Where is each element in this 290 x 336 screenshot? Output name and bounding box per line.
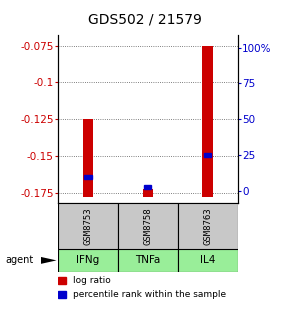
Text: GSM8763: GSM8763 bbox=[203, 207, 212, 245]
Bar bbox=[142, 188, 153, 197]
Text: IL4: IL4 bbox=[200, 255, 215, 265]
Bar bbox=[118, 249, 178, 272]
Bar bbox=[58, 203, 118, 249]
Bar bbox=[83, 119, 93, 197]
Bar bbox=[178, 203, 238, 249]
Bar bbox=[178, 249, 238, 272]
Text: GSM8758: GSM8758 bbox=[143, 207, 153, 245]
Bar bbox=[118, 203, 178, 249]
Polygon shape bbox=[41, 257, 57, 264]
Text: percentile rank within the sample: percentile rank within the sample bbox=[73, 290, 226, 299]
Bar bbox=[58, 249, 118, 272]
Text: log ratio: log ratio bbox=[73, 276, 111, 285]
Text: GSM8753: GSM8753 bbox=[84, 207, 93, 245]
Bar bbox=[204, 153, 211, 157]
Text: TNFa: TNFa bbox=[135, 255, 161, 265]
Bar bbox=[58, 277, 66, 284]
Bar bbox=[58, 291, 66, 298]
Bar bbox=[84, 174, 92, 179]
Text: GDS502 / 21579: GDS502 / 21579 bbox=[88, 13, 202, 27]
Text: IFNg: IFNg bbox=[76, 255, 99, 265]
Text: agent: agent bbox=[6, 255, 34, 265]
Bar bbox=[202, 46, 213, 197]
Bar bbox=[144, 184, 151, 189]
